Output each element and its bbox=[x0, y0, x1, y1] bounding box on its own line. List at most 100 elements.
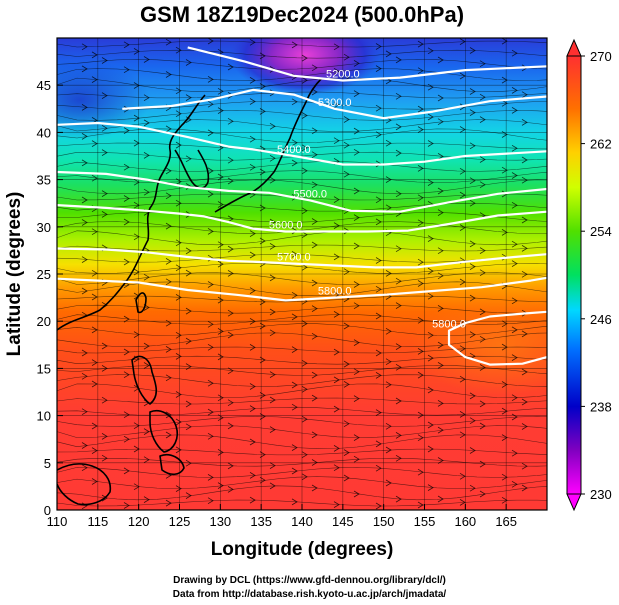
streamline-arrow bbox=[91, 269, 98, 277]
streamline-arrow bbox=[165, 222, 172, 230]
streamline-arrow bbox=[207, 100, 214, 108]
streamline-arrow bbox=[269, 462, 276, 469]
streamline-arrow bbox=[427, 292, 434, 300]
streamline-arrow bbox=[175, 294, 182, 301]
streamline-arrow bbox=[81, 408, 88, 416]
streamline bbox=[57, 434, 547, 449]
streamline-arrow bbox=[259, 322, 266, 330]
streamline-arrow bbox=[479, 116, 486, 123]
streamline-arrow bbox=[175, 141, 182, 149]
streamline-arrow bbox=[459, 38, 466, 45]
streamline-arrow bbox=[333, 376, 340, 384]
streamline-arrow bbox=[501, 407, 508, 415]
x-axis-label: Longitude (degrees) bbox=[211, 539, 394, 560]
streamline-arrow bbox=[301, 54, 308, 62]
streamline-arrow bbox=[353, 368, 360, 376]
streamline-arrow bbox=[101, 396, 108, 404]
streamline bbox=[57, 346, 547, 354]
streamline-arrow bbox=[91, 51, 98, 59]
philippine-islands bbox=[149, 410, 179, 453]
streamline-arrow bbox=[207, 379, 214, 387]
streamline-arrow bbox=[101, 190, 108, 197]
streamline-arrow bbox=[469, 263, 476, 270]
streamline-arrow bbox=[133, 139, 140, 147]
streamline-arrow bbox=[165, 71, 172, 78]
streamline-arrow bbox=[217, 296, 224, 304]
streamline bbox=[57, 365, 547, 376]
y-tick-label: 0 bbox=[44, 503, 51, 518]
streamline-arrow bbox=[395, 92, 402, 100]
streamline-arrow bbox=[249, 344, 256, 351]
streamline-arrow bbox=[259, 413, 266, 420]
x-axis-ticks: 110 115 120 125 130 135 140 145 150 155 160 165 bbox=[47, 504, 517, 529]
streamline-arrow bbox=[217, 260, 224, 268]
streamline-arrow bbox=[185, 459, 192, 467]
streamline-arrow bbox=[469, 199, 476, 207]
streamline-arrow bbox=[81, 104, 88, 111]
contour-line bbox=[57, 204, 547, 233]
contour-label: 5500.0 bbox=[293, 188, 327, 200]
streamline-arrow bbox=[395, 277, 402, 285]
streamline-arrow bbox=[175, 239, 182, 247]
streamline-arrow bbox=[91, 174, 98, 182]
streamline bbox=[57, 59, 547, 70]
streamline-arrow bbox=[269, 308, 276, 316]
streamline bbox=[57, 374, 547, 387]
streamline-arrow bbox=[301, 77, 308, 84]
y-axis-label: Latitude (degrees) bbox=[4, 192, 25, 357]
streamline-arrow bbox=[385, 446, 392, 454]
streamline-arrow bbox=[311, 332, 318, 340]
streamline-arrow bbox=[133, 48, 140, 55]
streamline-arrow bbox=[207, 228, 214, 235]
colorbar-tick-label: 262 bbox=[590, 137, 612, 152]
streamline-arrow bbox=[207, 167, 214, 175]
streamline-arrow bbox=[427, 421, 434, 429]
streamline-arrow bbox=[207, 254, 214, 262]
streamline bbox=[57, 485, 547, 501]
streamline-arrow bbox=[143, 496, 150, 503]
streamline-arrow bbox=[311, 279, 318, 287]
streamline-arrow bbox=[437, 187, 444, 195]
streamline-arrow bbox=[165, 192, 172, 200]
streamline bbox=[57, 40, 547, 48]
streamline-arrow bbox=[343, 420, 350, 428]
streamline-arrow bbox=[133, 331, 140, 338]
streamline-arrow bbox=[175, 110, 182, 118]
streamline-arrow bbox=[521, 423, 528, 430]
streamline-arrow bbox=[511, 107, 518, 114]
streamline bbox=[57, 221, 547, 234]
streamline-arrow bbox=[185, 247, 192, 255]
streamline-arrow bbox=[91, 293, 98, 301]
streamline bbox=[57, 499, 547, 507]
streamline-arrow bbox=[259, 168, 266, 176]
colorbar: 230 238 246 254 262 270 bbox=[566, 38, 612, 512]
streamline-arrow bbox=[417, 280, 424, 287]
streamline-arrow bbox=[353, 148, 360, 156]
streamline-arrow bbox=[469, 109, 476, 116]
streamline-arrow bbox=[301, 207, 308, 215]
streamline-arrow bbox=[227, 309, 234, 317]
streamline-arrow bbox=[101, 454, 108, 462]
streamline-arrow bbox=[207, 281, 214, 288]
streamline-arrow bbox=[217, 328, 224, 335]
streamline-arrow bbox=[217, 201, 224, 208]
x-tick-label: 160 bbox=[454, 514, 476, 529]
streamline-arrow bbox=[143, 94, 150, 102]
streamline bbox=[57, 161, 547, 172]
streamline-arrow bbox=[301, 320, 308, 327]
streamline-arrow bbox=[227, 367, 234, 375]
streamline-arrow bbox=[227, 331, 234, 339]
streamline-arrow bbox=[217, 144, 224, 152]
streamline-arrow bbox=[353, 90, 360, 97]
streamline-arrow bbox=[311, 88, 318, 96]
streamline-arrow bbox=[91, 478, 98, 485]
streamline-arrow bbox=[311, 431, 318, 439]
streamline-arrow bbox=[207, 38, 214, 45]
streamline-arrow bbox=[175, 418, 182, 426]
streamline-arrow bbox=[217, 353, 224, 361]
streamline-arrow bbox=[385, 479, 392, 487]
streamline-arrow bbox=[133, 483, 140, 491]
streamline-arrow bbox=[259, 392, 266, 399]
plot-area: 5200.0 5300.0 5400.0 5500.0 5600.0 5700.0 5800… bbox=[57, 38, 547, 510]
streamline-arrow bbox=[479, 364, 486, 371]
